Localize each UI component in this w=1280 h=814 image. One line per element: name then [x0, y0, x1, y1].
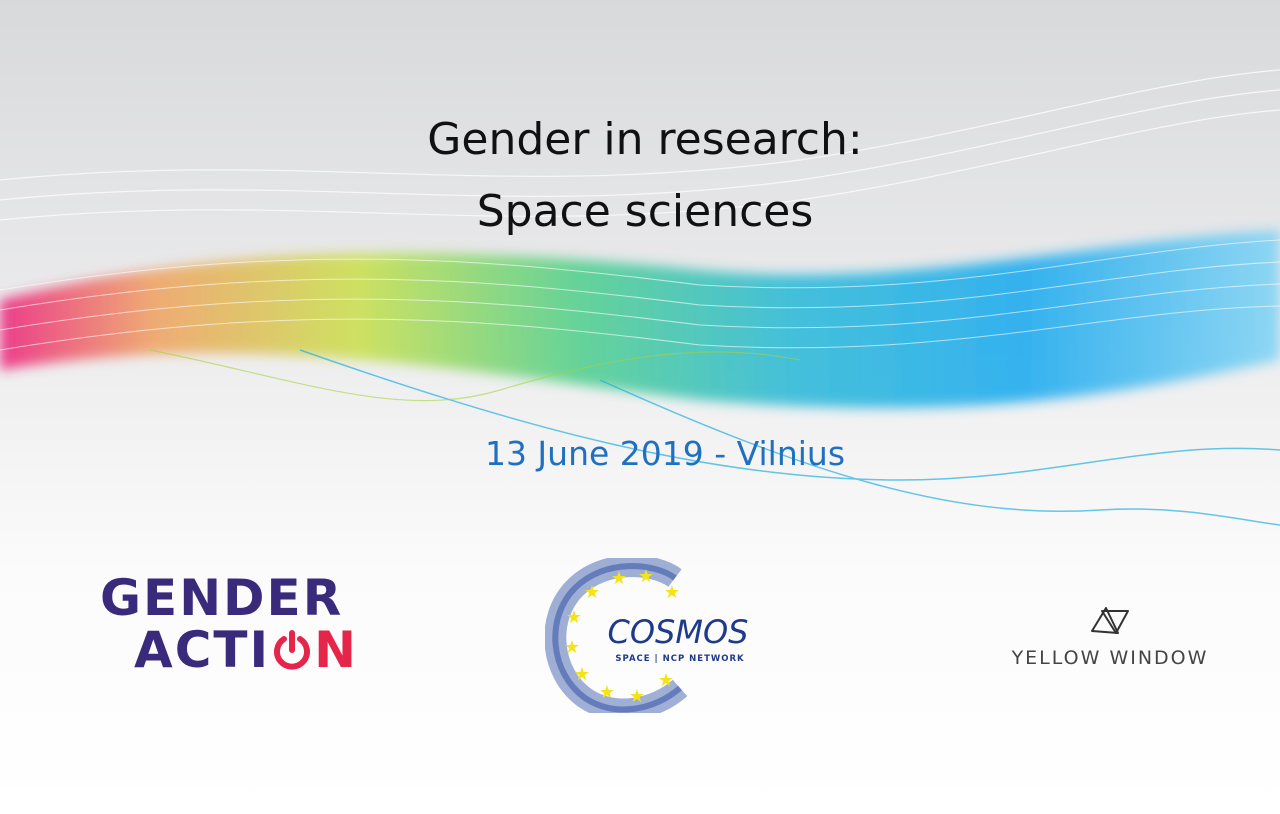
svg-text:★: ★ [599, 682, 615, 703]
svg-text:★: ★ [574, 664, 590, 685]
svg-text:★: ★ [664, 582, 680, 603]
gender-action-line2-prefix: ACTI [134, 621, 271, 679]
cosmos-name: COSMOS [608, 613, 749, 651]
yellow-window-logo: YELLOW WINDOW [1010, 605, 1210, 669]
svg-text:★: ★ [564, 637, 580, 658]
svg-text:★: ★ [566, 607, 582, 628]
yellow-window-name: YELLOW WINDOW [1011, 647, 1209, 669]
gender-action-logo: GENDER ACTI N [100, 572, 358, 676]
svg-text:★: ★ [584, 582, 600, 603]
svg-text:★: ★ [658, 670, 674, 691]
gender-action-line1: GENDER [100, 569, 344, 627]
title-line-2: Space sciences [476, 186, 814, 237]
cosmos-logo: ★ ★ ★ ★ ★ ★ ★ ★ ★ ★ COSMOS SPACE | NCP NETWORK [544, 555, 755, 721]
svg-text:★: ★ [638, 566, 654, 587]
title-line-1: Gender in research: [427, 114, 863, 165]
cosmos-ring-icon: ★★ ★★ ★★★★ ★★ COSMOS SPACE | NCP NETWORK [544, 555, 749, 721]
slide-title: Gender in research: Space sciences [0, 104, 1280, 248]
gender-action-line2-suffix: N [314, 621, 358, 679]
svg-text:★: ★ [611, 568, 627, 589]
triangles-icon [1091, 607, 1129, 634]
power-icon [274, 630, 311, 670]
svg-text:★: ★ [629, 686, 645, 707]
cosmos-tagline: SPACE | NCP NETWORK [615, 654, 744, 664]
date-location: 13 June 2019 - Vilnius [484, 434, 846, 473]
eu-stars-icon: ★★ ★★ ★★★★ ★★ [564, 566, 680, 707]
